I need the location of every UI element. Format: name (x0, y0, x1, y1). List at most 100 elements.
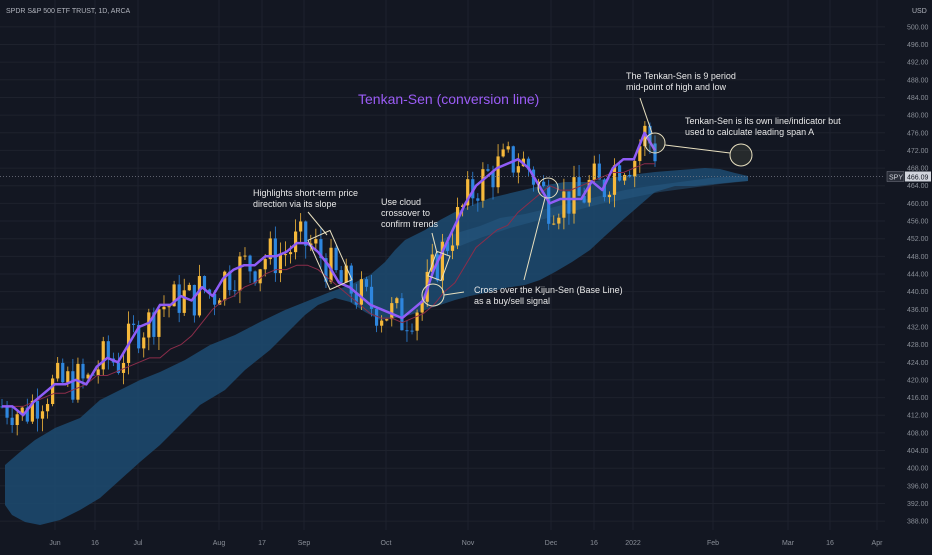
x-tick-label: Dec (545, 540, 558, 547)
candle-body (283, 254, 288, 256)
leader-span (664, 144, 731, 154)
y-tick-label: 452.00 (907, 236, 929, 243)
price-tag-symbol: SPY (889, 175, 903, 182)
candle-body (304, 221, 308, 246)
y-tick-label: 392.00 (907, 501, 929, 508)
period-circle (644, 132, 666, 154)
candle-body (197, 276, 202, 316)
candle-body (476, 198, 480, 201)
candle-body (223, 271, 227, 301)
x-tick-label: Jun (49, 540, 60, 547)
candle-body (56, 362, 60, 379)
annotation-period: The Tenkan-Sen is 9 period mid-point of … (626, 71, 738, 92)
leader-period (639, 97, 653, 134)
candle-body (572, 177, 576, 214)
x-tick-label: Apr (872, 540, 884, 547)
candle-body (278, 254, 283, 274)
candle-body (293, 231, 298, 253)
candle-body (526, 158, 531, 170)
candle-body (380, 320, 384, 326)
candle-body (587, 179, 591, 203)
cloud-leading-span (440, 176, 748, 255)
candle-body (10, 417, 14, 426)
y-tick-label: 432.00 (907, 324, 929, 331)
candle-body (106, 341, 110, 359)
y-tick-label: 448.00 (907, 254, 929, 261)
candle-body (455, 206, 460, 246)
dec-cross-circle (537, 177, 559, 199)
candle-body (218, 300, 222, 305)
ichimoku-cloud (5, 168, 748, 525)
candle-body (410, 330, 414, 332)
y-tick-label: 468.00 (907, 166, 929, 173)
candle-body (653, 143, 657, 162)
candle-body (45, 404, 50, 412)
candle-body (567, 191, 571, 214)
candle-body (486, 169, 490, 171)
x-tick-label: Nov (462, 540, 475, 547)
y-tick-label: 496.00 (907, 42, 929, 49)
candle-body (116, 362, 121, 373)
candle-body (450, 245, 455, 251)
x-tick-label: 16 (826, 540, 834, 547)
candle-body (506, 146, 510, 150)
candle-body (288, 252, 293, 255)
candle-body (152, 312, 156, 337)
annotation-kijun-cross: Cross over the Kijun-Sen (Base Line) as … (474, 285, 625, 306)
candle-body (238, 256, 242, 291)
y-tick-label: 488.00 (907, 77, 929, 84)
candle-body (187, 284, 191, 291)
candle-body (137, 324, 141, 349)
y-tick-label: 424.00 (907, 360, 929, 367)
y-tick-label: 400.00 (907, 466, 929, 473)
candle-body (592, 163, 596, 180)
candle-body (607, 194, 612, 198)
candle-body (395, 298, 399, 304)
x-tick-label: Jul (134, 540, 143, 547)
candle-body (633, 161, 637, 177)
candle-body (628, 174, 632, 177)
price-tag-value: 466.09 (907, 175, 929, 182)
candle-body (96, 369, 100, 376)
candle-body (385, 319, 389, 321)
candle-body (344, 265, 348, 283)
candle-body (182, 290, 186, 313)
candle-body (142, 337, 146, 349)
candle-body (420, 301, 424, 313)
x-axis-panel[interactable] (0, 532, 932, 550)
candle-body (511, 146, 515, 173)
candle-body (248, 255, 252, 272)
y-tick-label: 484.00 (907, 95, 929, 102)
candle-body (405, 330, 409, 332)
candle-body (481, 169, 485, 201)
candle-body (253, 271, 257, 284)
candle-body (390, 303, 394, 320)
candle-body (30, 400, 34, 422)
candle-body (400, 298, 404, 331)
candle-body (15, 414, 19, 426)
candle-body (415, 312, 419, 331)
candle-body (314, 239, 318, 244)
candle-body (329, 247, 333, 282)
y-tick-label: 444.00 (907, 272, 929, 279)
x-tick-label: 16 (91, 540, 99, 547)
leader-cloud (431, 232, 438, 254)
candle-body (167, 306, 171, 308)
candle-body (71, 371, 75, 400)
candle-body (466, 179, 470, 206)
x-tick-label: Oct (381, 540, 392, 547)
candle-body (40, 411, 45, 419)
y-tick-label: 408.00 (907, 430, 929, 437)
candle-body (638, 146, 642, 162)
y-tick-label: 428.00 (907, 342, 929, 349)
candle-body (496, 156, 500, 188)
y-axis-panel[interactable] (885, 0, 932, 550)
symbol-title: SPDR S&P 500 ETF TRUST, 1D, ARCA (6, 8, 131, 15)
y-tick-label: 456.00 (907, 219, 929, 226)
candle-body (20, 407, 24, 415)
candle-body (319, 239, 323, 259)
candle-body (35, 400, 40, 419)
y-tick-label: 420.00 (907, 377, 929, 384)
x-tick-label: Sep (298, 540, 311, 547)
candle-body (461, 205, 465, 207)
